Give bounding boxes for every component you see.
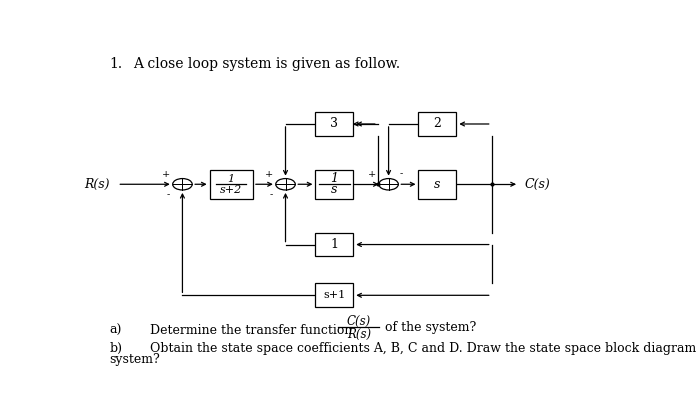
Text: Obtain the state space coefficients A, B, C and D. Draw the state space block di: Obtain the state space coefficients A, B… (150, 342, 700, 355)
FancyBboxPatch shape (315, 112, 354, 136)
Text: 2: 2 (433, 117, 442, 131)
Text: 1: 1 (228, 173, 234, 184)
Text: s+1: s+1 (323, 290, 346, 300)
Text: -: - (270, 191, 273, 199)
Text: C(s): C(s) (524, 178, 550, 191)
FancyBboxPatch shape (419, 112, 456, 136)
FancyBboxPatch shape (315, 170, 354, 199)
Text: -: - (167, 191, 170, 199)
FancyBboxPatch shape (315, 233, 354, 256)
Text: s: s (331, 183, 337, 197)
Text: system?: system? (109, 353, 160, 366)
Text: 1: 1 (330, 238, 338, 251)
Text: 1: 1 (330, 172, 338, 185)
Text: R(s): R(s) (84, 178, 109, 191)
Text: s+2: s+2 (220, 185, 242, 195)
Text: A close loop system is given as follow.: A close loop system is given as follow. (133, 57, 400, 71)
Text: +: + (368, 170, 376, 178)
Text: s: s (434, 178, 440, 191)
Text: Determine the transfer function: Determine the transfer function (150, 324, 352, 337)
Text: of the system?: of the system? (385, 321, 476, 335)
Text: +: + (162, 170, 170, 178)
FancyBboxPatch shape (315, 283, 354, 307)
Text: b): b) (109, 342, 122, 355)
Text: -: - (400, 170, 402, 178)
Text: C(s): C(s) (346, 315, 371, 328)
Text: 1.: 1. (109, 57, 122, 71)
FancyBboxPatch shape (419, 170, 456, 199)
Text: +: + (265, 170, 273, 178)
FancyBboxPatch shape (209, 170, 253, 199)
Text: 3: 3 (330, 117, 338, 131)
Text: a): a) (109, 324, 122, 337)
Text: R(s): R(s) (346, 328, 371, 341)
